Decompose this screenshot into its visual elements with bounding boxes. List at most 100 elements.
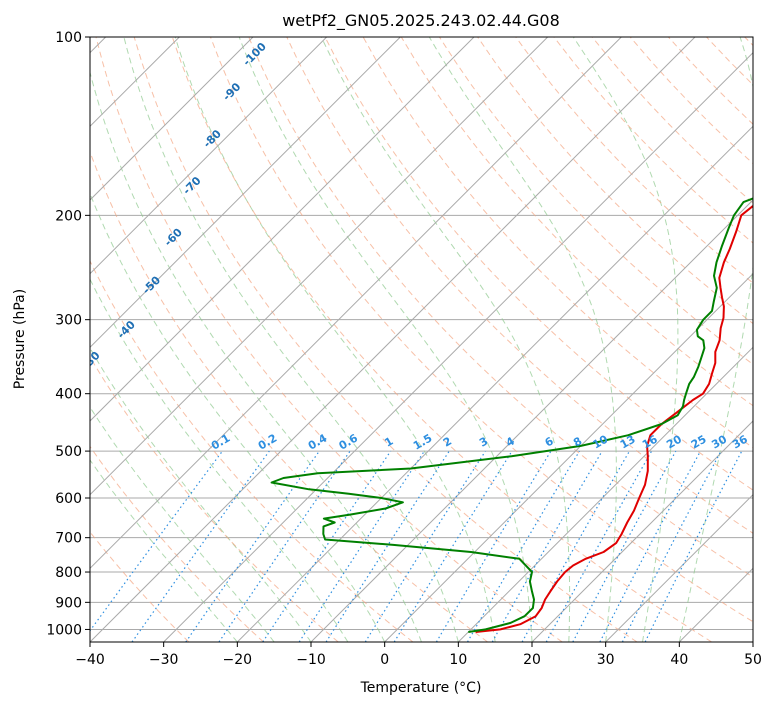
mixing-ratio-line	[298, 450, 425, 642]
dry-adiabat-line	[90, 531, 190, 642]
dry-adiabat-line	[248, 37, 753, 578]
dry-adiabat-line	[591, 37, 753, 204]
y-tick-label: 900	[55, 595, 82, 611]
isotherm-line	[90, 37, 401, 349]
dry-adiabat-label: -30	[79, 349, 102, 372]
temperature-line	[475, 204, 753, 633]
y-tick-label: 700	[55, 531, 82, 547]
mixing-ratio-label: 0.2	[256, 432, 279, 453]
dry-adiabat-label: -60	[162, 226, 185, 249]
isotherm-line	[531, 420, 753, 642]
x-tick-label: 0	[380, 652, 389, 668]
mixing-ratio-label: 0.1	[209, 432, 232, 453]
moist-adiabat-line	[90, 459, 238, 642]
mixing-ratio-line	[644, 450, 743, 642]
mixing-ratio-lines	[90, 450, 743, 642]
dry-adiabats	[90, 37, 753, 642]
y-axis: 100 200 300 400 500 600 700 800 900 1000	[46, 30, 90, 638]
x-tick-label: −20	[223, 652, 253, 668]
dry-adiabat-line	[553, 37, 753, 244]
moist-adiabats	[90, 37, 753, 642]
moist-adiabat-line	[90, 70, 422, 642]
x-axis: −40 −30 −20 −10 0 10 20 30 40 50	[75, 642, 762, 668]
dry-adiabat-label: -80	[201, 127, 224, 150]
mixing-ratio-line	[466, 450, 580, 642]
moist-adiabat-line	[174, 37, 496, 642]
dry-adiabat-line	[668, 37, 753, 125]
moist-adiabat-line	[90, 347, 312, 642]
isotherm-line	[457, 346, 753, 642]
dry-adiabat-label: -90	[220, 80, 243, 103]
dry-adiabat-line	[438, 37, 753, 366]
x-tick-label: 30	[597, 652, 615, 668]
moist-adiabat-line	[90, 192, 386, 642]
isotherm-line	[90, 37, 696, 642]
dewpoint-line	[270, 197, 753, 633]
dry-adiabat-label: -40	[115, 318, 138, 341]
moist-adiabat-line	[320, 37, 571, 642]
mixing-ratio-label: 16	[640, 432, 660, 451]
moist-adiabat-line	[123, 37, 459, 642]
dry-adiabat-line	[286, 37, 753, 534]
mixing-ratio-line	[364, 450, 486, 642]
plot-area: 0.1 0.2 0.4 0.6 1 1.5 2 3 4 6 8 10 13 16 20 25 30 36-100-…	[0, 37, 753, 642]
mixing-ratio-label: 0.4	[306, 431, 330, 452]
mixing-ratio-line	[185, 450, 320, 642]
mixing-ratio-line	[572, 450, 677, 642]
isotherm-line	[310, 199, 753, 642]
dry-adiabat-label: -100	[240, 40, 269, 69]
x-tick-label: −40	[75, 652, 105, 668]
mixing-ratio-line	[393, 450, 513, 642]
x-tick-label: −30	[149, 652, 179, 668]
dry-adiabat-line	[744, 37, 753, 47]
dry-adiabat-line	[324, 37, 753, 491]
y-tick-label: 600	[55, 491, 82, 507]
x-tick-label: 40	[670, 652, 688, 668]
mixing-ratio-line	[131, 450, 270, 642]
dry-adiabat-line	[210, 37, 753, 623]
mixing-ratio-label: 3	[477, 435, 490, 450]
isotherms	[90, 37, 753, 642]
dry-adiabat-line	[706, 37, 753, 86]
chart-title: wetPf2_GN05.2025.243.02.44.G08	[282, 11, 560, 31]
mixing-ratio-label: 36	[730, 432, 750, 451]
mixing-ratio-label: 10	[591, 432, 611, 451]
y-tick-label: 800	[55, 565, 82, 581]
mixing-ratio-line	[435, 450, 552, 642]
x-tick-label: 20	[523, 652, 541, 668]
dry-adiabat-label: -10	[0, 398, 19, 421]
isotherm-line	[90, 37, 328, 275]
x-tick-label: 10	[449, 652, 467, 668]
profile-series	[270, 197, 753, 633]
moist-adiabat-line	[428, 37, 617, 642]
isotherm-line	[678, 567, 753, 642]
isotherm-line	[90, 37, 549, 496]
mixing-ratio-label: 30	[709, 432, 729, 451]
isotherm-line	[90, 37, 475, 422]
mixing-ratio-line	[90, 450, 223, 632]
dry-adiabat-line	[90, 356, 339, 642]
isotherm-line	[236, 125, 753, 642]
moist-adiabat-line	[90, 406, 275, 642]
dry-adiabat-line	[90, 259, 414, 642]
plot-frame	[89, 36, 754, 643]
mixing-ratio-label: 13	[618, 433, 638, 452]
mixing-ratio-label: 1.5	[411, 432, 434, 453]
dry-adiabat-line	[133, 37, 638, 642]
moist-adiabat-line	[238, 37, 533, 642]
isotherm-line	[90, 37, 254, 201]
mixing-ratio-line	[218, 450, 351, 642]
mixing-ratio-label: 1	[382, 435, 395, 450]
mixing-ratio-line	[599, 450, 702, 642]
y-axis-title: Pressure (hPa)	[12, 289, 28, 389]
dry-adiabat-label: -70	[180, 174, 203, 197]
isotherm-line	[605, 493, 753, 642]
dry-adiabat-line	[90, 445, 264, 642]
isotherm-line	[90, 37, 622, 570]
y-tick-label: 500	[55, 444, 82, 460]
mixing-ratio-line	[325, 450, 450, 642]
dry-adiabat-line	[515, 37, 753, 284]
y-tick-label: 100	[55, 30, 82, 46]
isotherm-line	[384, 272, 753, 642]
